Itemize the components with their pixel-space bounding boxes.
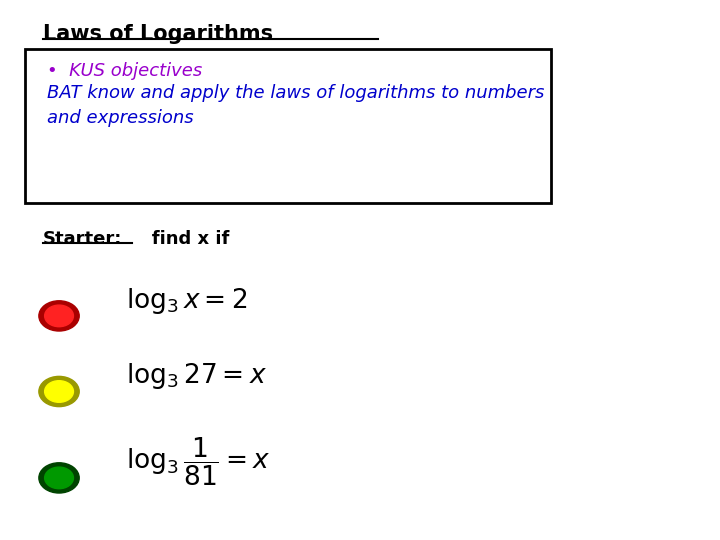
Text: BAT know and apply the laws of logarithms to numbers
and expressions: BAT know and apply the laws of logarithm… [47,84,544,127]
Text: Starter:: Starter: [43,230,122,247]
Text: •  KUS objectives: • KUS objectives [47,62,202,80]
Text: $\log_{3}x = 2$: $\log_{3}x = 2$ [126,286,248,316]
Circle shape [39,463,79,493]
Text: Laws of Logarithms: Laws of Logarithms [43,24,274,44]
Circle shape [45,305,73,327]
Circle shape [45,467,73,489]
Text: find x if: find x if [133,230,230,247]
Circle shape [45,381,73,402]
FancyBboxPatch shape [25,49,551,202]
Circle shape [39,301,79,331]
Circle shape [39,376,79,407]
Text: $\log_{3}\dfrac{1}{81} = x$: $\log_{3}\dfrac{1}{81} = x$ [126,436,270,488]
Text: $\log_{3}27 = x$: $\log_{3}27 = x$ [126,361,267,392]
